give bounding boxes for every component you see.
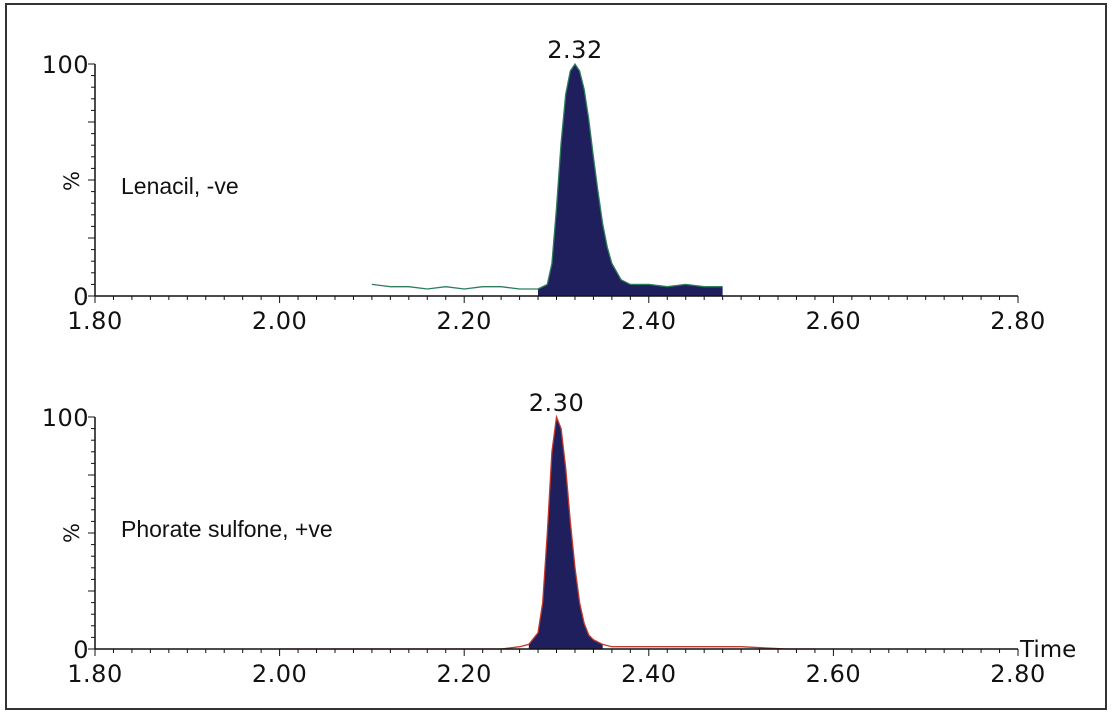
chromatogram-panel-phorate-sulfone: 1.80 2.00 2.20 2.40 2.60 2.80 0 100 % Phorate s…: [42, 389, 1077, 688]
trace-label: Lenacil, -ve: [121, 173, 239, 199]
y-tick-label: 0: [73, 636, 89, 664]
x-tick-label: 2.20: [436, 307, 491, 335]
peak-fill: [538, 64, 723, 296]
y-axis-unit: %: [60, 171, 84, 191]
y-axis-unit: %: [60, 523, 84, 543]
x-tick-label: 2.60: [806, 307, 861, 335]
peak-apex-label: 2.30: [529, 389, 584, 417]
peak-fill: [528, 417, 603, 649]
x-tick-label: 2.80: [990, 307, 1045, 335]
y-tick-label: 100: [42, 404, 89, 432]
x-tick-label: 2.40: [621, 660, 676, 688]
x-tick-label: 1.80: [67, 307, 122, 335]
chromatogram-panel-lenacil: 1.80 2.00 2.20 2.40 2.60 2.80 0 100 % Lenacil, …: [42, 36, 1046, 335]
peak-apex-label: 2.32: [547, 36, 602, 64]
x-tick-label: 2.60: [806, 660, 861, 688]
x-tick-label: 2.00: [252, 307, 307, 335]
x-tick-label: 2.20: [436, 660, 491, 688]
x-tick-label: 2.80: [990, 660, 1045, 688]
x-axis-title: Time: [1019, 637, 1076, 663]
trace-label: Phorate sulfone, +ve: [121, 516, 333, 542]
x-tick-label: 2.40: [621, 307, 676, 335]
x-tick-label: 1.80: [67, 660, 122, 688]
y-tick-label: 100: [42, 51, 89, 79]
x-tick-label: 2.00: [252, 660, 307, 688]
trace-line: [371, 62, 723, 290]
y-tick-label: 0: [73, 283, 89, 311]
